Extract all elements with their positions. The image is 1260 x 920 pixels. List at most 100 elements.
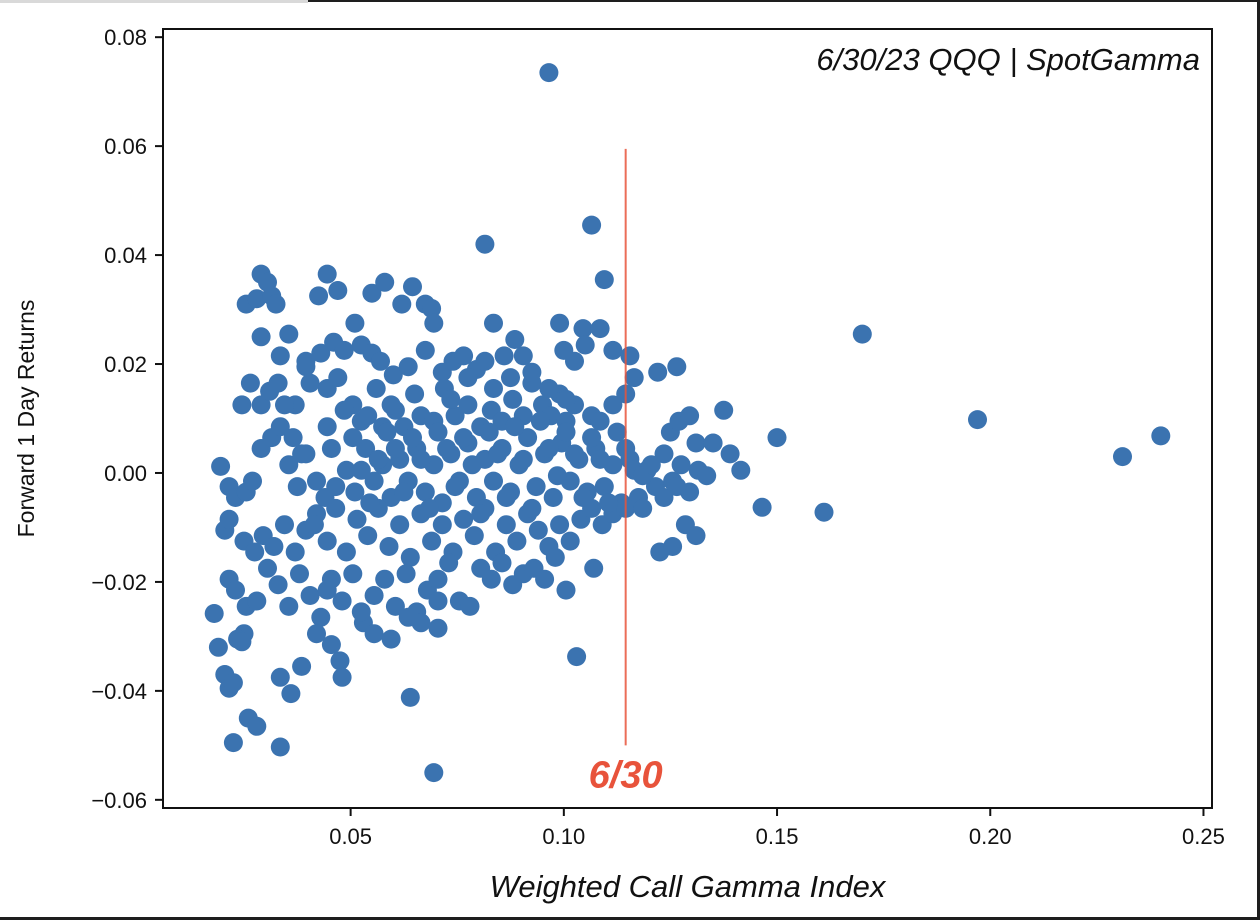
data-point xyxy=(292,656,312,676)
data-point xyxy=(633,498,653,518)
data-point xyxy=(539,63,559,83)
data-point xyxy=(494,346,514,366)
data-point xyxy=(290,564,309,584)
data-point xyxy=(526,477,546,497)
data-point xyxy=(530,411,550,431)
data-point xyxy=(471,504,491,524)
data-point xyxy=(464,526,484,546)
data-point xyxy=(245,542,265,562)
data-point xyxy=(398,357,418,377)
data-point xyxy=(321,439,341,458)
data-point xyxy=(343,564,363,584)
data-point xyxy=(513,346,533,366)
data-point xyxy=(420,498,439,518)
data-point xyxy=(852,324,872,344)
data-point xyxy=(270,417,290,437)
data-point xyxy=(307,471,326,491)
data-point xyxy=(300,373,320,393)
data-point xyxy=(219,509,239,529)
data-point xyxy=(330,651,350,671)
data-point xyxy=(385,439,405,458)
data-point xyxy=(328,368,348,388)
data-point xyxy=(484,471,503,491)
data-point xyxy=(454,428,474,448)
data-point xyxy=(223,733,243,753)
data-point xyxy=(752,497,772,517)
data-point xyxy=(528,520,548,540)
data-point xyxy=(641,455,661,475)
data-point xyxy=(351,602,371,622)
data-point xyxy=(328,281,348,300)
data-point xyxy=(445,477,465,497)
data-point xyxy=(307,624,326,644)
data-point xyxy=(377,422,397,442)
data-point xyxy=(428,591,448,611)
data-point xyxy=(432,515,452,535)
data-point xyxy=(1113,447,1132,467)
x-tick-label: 0.15 xyxy=(756,824,799,849)
data-point xyxy=(501,368,520,388)
data-point xyxy=(968,410,987,430)
data-point xyxy=(232,632,252,652)
data-point xyxy=(375,569,395,589)
data-point xyxy=(400,687,420,707)
data-point xyxy=(654,444,674,464)
data-point xyxy=(247,289,267,309)
data-point xyxy=(560,531,580,551)
data-point xyxy=(439,553,459,573)
data-point xyxy=(396,564,416,584)
data-point xyxy=(336,542,356,562)
data-point xyxy=(232,395,252,415)
data-point xyxy=(492,553,512,573)
data-point xyxy=(204,604,224,623)
data-point xyxy=(292,444,312,464)
data-point xyxy=(814,502,834,522)
data-point xyxy=(422,531,442,551)
data-point xyxy=(358,526,378,546)
data-point xyxy=(375,272,395,292)
data-point xyxy=(281,684,301,704)
data-point xyxy=(309,286,329,306)
y-tick-label: −0.06 xyxy=(91,788,147,813)
y-tick-label: −0.02 xyxy=(91,570,147,595)
data-point xyxy=(411,449,431,469)
data-point xyxy=(356,439,376,458)
data-point xyxy=(550,515,570,535)
x-tick-label: 0.05 xyxy=(329,824,372,849)
data-point xyxy=(270,667,290,687)
data-point xyxy=(594,270,614,290)
data-point xyxy=(484,313,503,333)
x-axis-title: Weighted Call Gamma Index xyxy=(490,869,887,904)
data-point xyxy=(403,277,422,297)
data-point xyxy=(247,716,267,736)
data-point xyxy=(573,488,593,507)
data-point xyxy=(697,466,717,486)
data-point xyxy=(481,569,501,589)
data-point xyxy=(428,618,448,638)
reference-line-label: 6/30 xyxy=(589,754,663,796)
data-point xyxy=(405,384,425,404)
data-point xyxy=(240,373,260,393)
y-axis: −0.06 −0.04 −0.02 0.00 0.02 0.04 0.06 0.08 xyxy=(91,25,163,813)
y-tick-label: 0.06 xyxy=(104,134,147,159)
data-point xyxy=(663,537,683,556)
data-point xyxy=(381,395,401,415)
data-point xyxy=(251,327,271,347)
y-axis-title: Forward 1 Day Returns xyxy=(13,300,39,538)
data-point xyxy=(624,368,644,388)
data-point xyxy=(317,264,337,284)
data-point xyxy=(279,455,299,475)
data-point xyxy=(343,428,363,448)
data-point xyxy=(275,515,294,535)
data-point xyxy=(317,580,337,600)
data-point xyxy=(767,428,787,448)
y-tick-label: 0.02 xyxy=(104,352,147,377)
x-axis: 0.05 0.10 0.15 0.20 0.25 xyxy=(329,808,1225,849)
data-point xyxy=(400,547,420,567)
data-point xyxy=(392,294,412,314)
data-point xyxy=(575,335,595,355)
data-point xyxy=(479,422,499,442)
data-point xyxy=(648,362,668,382)
